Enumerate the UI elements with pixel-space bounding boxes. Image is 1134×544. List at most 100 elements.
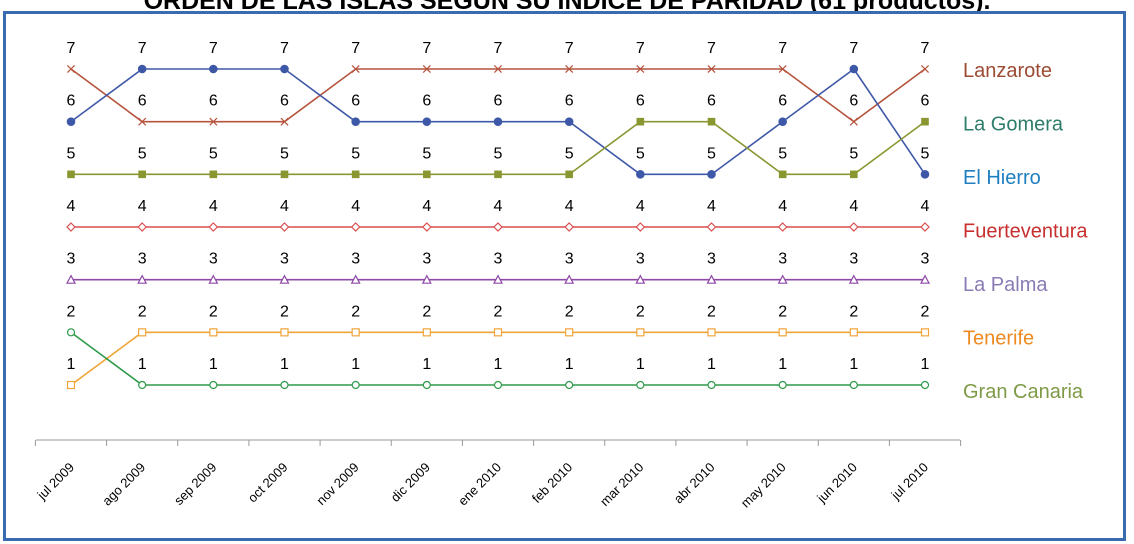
rank-label: 6 bbox=[921, 93, 930, 110]
x-stroke bbox=[280, 117, 289, 126]
data-point-marker bbox=[635, 222, 646, 232]
data-point-marker bbox=[138, 380, 147, 390]
rank-label: 4 bbox=[422, 198, 431, 215]
rank-label: 1 bbox=[351, 356, 360, 373]
rank-label: 6 bbox=[778, 93, 787, 110]
data-point-marker bbox=[138, 328, 147, 337]
series-tenerife bbox=[66, 328, 930, 390]
x-stroke bbox=[209, 117, 218, 126]
legend-entry: Fuerteventura bbox=[963, 221, 1088, 243]
data-point-marker bbox=[636, 170, 645, 179]
rank-label: 1 bbox=[565, 356, 574, 373]
x-tick-label: feb 2010 bbox=[529, 460, 575, 506]
rank-label: 3 bbox=[921, 251, 930, 268]
data-point-marker bbox=[636, 380, 645, 390]
rank-label: 1 bbox=[636, 356, 645, 373]
rank-label: 4 bbox=[351, 198, 360, 215]
line-chart: jul 2009 ago 2009 sep 2009 oct 2009 nov 2009… bbox=[34, 40, 1089, 511]
series-la-gomera bbox=[66, 64, 930, 179]
rank-label: 5 bbox=[849, 145, 858, 162]
data-point-marker bbox=[564, 274, 575, 284]
rank-label: 4 bbox=[209, 198, 218, 215]
data-point-marker bbox=[423, 170, 431, 179]
data-point-marker bbox=[777, 222, 788, 232]
rank-label: 1 bbox=[280, 356, 289, 373]
rank-label: 4 bbox=[849, 198, 858, 215]
rank-label: 6 bbox=[209, 93, 218, 110]
data-point-marker bbox=[565, 380, 574, 390]
rank-label: 4 bbox=[636, 198, 645, 215]
rank-label: 7 bbox=[921, 40, 930, 57]
rank-label: 7 bbox=[707, 40, 716, 57]
rank-label: 1 bbox=[422, 356, 431, 373]
x-stroke bbox=[493, 64, 503, 74]
data-point-marker bbox=[209, 328, 218, 337]
data-point-marker bbox=[138, 170, 146, 179]
data-point-marker bbox=[848, 274, 859, 284]
data-point-marker bbox=[351, 328, 360, 337]
chart-frame: jul 2009 ago 2009 sep 2009 oct 2009 nov 2009… bbox=[3, 11, 1126, 541]
x-tick-label: nov 2009 bbox=[313, 460, 361, 508]
data-point-marker bbox=[279, 274, 290, 284]
rank-label: 4 bbox=[921, 198, 930, 215]
data-point-marker bbox=[849, 64, 859, 74]
rank-label: 1 bbox=[921, 356, 930, 373]
x-tick-label: ene 2010 bbox=[455, 460, 504, 509]
data-point-marker bbox=[493, 328, 503, 337]
data-point-marker bbox=[778, 117, 787, 126]
data-point-marker bbox=[493, 274, 503, 284]
data-point-marker bbox=[778, 328, 787, 337]
legend-entry: Tenerife bbox=[963, 328, 1034, 350]
rank-label: 5 bbox=[565, 145, 574, 162]
data-point-marker bbox=[706, 222, 717, 232]
rank-label: 3 bbox=[280, 251, 289, 268]
rank-label: 2 bbox=[67, 303, 76, 320]
rank-label: 4 bbox=[280, 198, 289, 215]
rank-label: 5 bbox=[67, 145, 76, 162]
rank-label: 2 bbox=[565, 303, 574, 320]
rank-label: 1 bbox=[494, 356, 503, 373]
rank-label: 3 bbox=[138, 251, 147, 268]
rank-label: 3 bbox=[636, 251, 645, 268]
rank-label: 7 bbox=[778, 40, 787, 57]
data-point-marker bbox=[66, 117, 76, 126]
rank-label: 3 bbox=[565, 251, 574, 268]
data-point-marker bbox=[920, 380, 930, 390]
rank-label: 3 bbox=[422, 251, 431, 268]
rank-label: 3 bbox=[494, 251, 503, 268]
data-point-marker bbox=[280, 328, 289, 337]
x-tick-label: may 2010 bbox=[738, 460, 789, 511]
x-stroke bbox=[351, 64, 360, 74]
rank-label: 7 bbox=[351, 40, 360, 57]
data-point-marker bbox=[849, 380, 858, 390]
data-point-marker bbox=[351, 64, 360, 74]
rank-label: 1 bbox=[67, 356, 76, 373]
data-point-marker bbox=[137, 222, 148, 232]
data-point-marker bbox=[565, 64, 574, 74]
x-tick-label: jul 2010 bbox=[888, 460, 932, 504]
x-tick-label: ago 2009 bbox=[99, 460, 148, 509]
rank-label: 4 bbox=[707, 198, 716, 215]
data-point-marker bbox=[66, 274, 76, 284]
data-point-marker bbox=[778, 64, 787, 74]
data-point-marker bbox=[565, 328, 574, 337]
rank-label: 1 bbox=[209, 356, 218, 373]
data-point-marker bbox=[350, 274, 361, 284]
rank-label: 4 bbox=[778, 198, 787, 215]
x-stroke bbox=[707, 64, 716, 74]
data-point-marker bbox=[920, 64, 930, 74]
data-point-marker bbox=[280, 380, 289, 390]
rank-label: 7 bbox=[138, 40, 147, 57]
x-tick-label: mar 2010 bbox=[597, 460, 646, 509]
rank-label: 2 bbox=[422, 303, 431, 320]
series-la-palma bbox=[66, 274, 930, 284]
rank-label: 7 bbox=[280, 40, 289, 57]
rank-label: 7 bbox=[209, 40, 218, 57]
series-lanzarote bbox=[66, 64, 930, 126]
x-stroke bbox=[138, 117, 147, 126]
data-point-marker bbox=[920, 274, 930, 284]
rank-label: 5 bbox=[707, 145, 716, 162]
x-stroke bbox=[920, 64, 930, 74]
rank-label: 2 bbox=[921, 303, 930, 320]
rank-label: 4 bbox=[67, 198, 76, 215]
